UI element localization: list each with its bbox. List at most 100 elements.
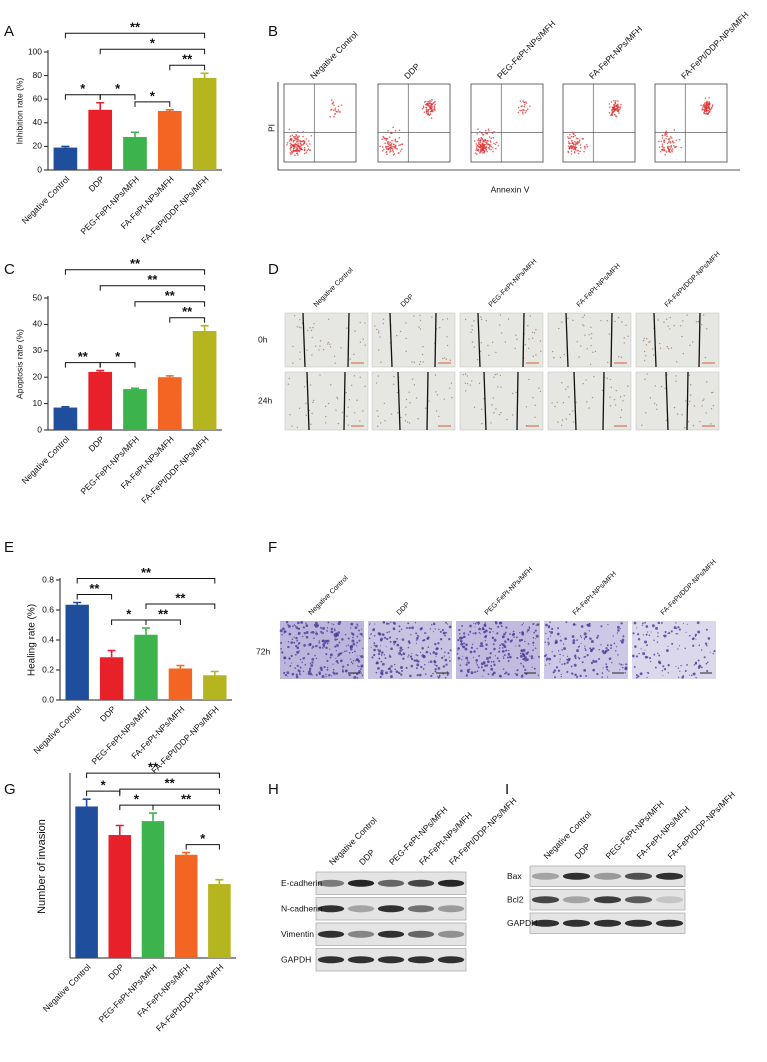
cell <box>524 640 526 643</box>
cell <box>478 382 481 385</box>
cell <box>352 636 354 639</box>
wound-edge <box>610 312 613 368</box>
event-dot <box>291 150 293 153</box>
cell <box>657 319 659 321</box>
event-dot <box>295 152 298 155</box>
event-dot <box>479 151 482 153</box>
cell <box>673 406 676 409</box>
cell <box>310 631 313 634</box>
cell <box>642 339 645 342</box>
cell <box>620 409 623 411</box>
cell <box>350 645 354 648</box>
cell <box>337 422 340 425</box>
cell <box>540 350 542 352</box>
cell <box>567 386 569 388</box>
significance-label: ** <box>165 776 176 791</box>
cell <box>576 341 578 343</box>
cell <box>476 358 479 361</box>
cell <box>660 385 663 388</box>
event-dot <box>386 147 388 150</box>
event-dot <box>383 138 385 140</box>
cell <box>419 651 422 654</box>
event-dot <box>392 126 394 129</box>
cell <box>619 669 621 671</box>
cell <box>314 654 316 657</box>
event-dot <box>665 133 668 136</box>
cell <box>535 634 539 638</box>
cell <box>337 653 341 657</box>
event-dot <box>434 103 436 106</box>
cell <box>436 675 439 677</box>
event-dot <box>330 108 333 111</box>
x-tick-label: PEG-FePt-NPs/MFH <box>89 704 152 767</box>
cell <box>292 345 294 348</box>
cell <box>327 343 329 345</box>
significance-bracket <box>86 772 220 779</box>
micrograph <box>284 312 369 368</box>
cell <box>420 626 423 630</box>
event-dot <box>658 146 661 149</box>
cell <box>318 640 321 642</box>
x-tick-label: Negative Control <box>20 434 72 486</box>
cell <box>625 324 627 327</box>
event-dot <box>703 110 706 113</box>
significance-label: ** <box>141 565 152 580</box>
protein-label: Bax <box>507 871 522 881</box>
cell <box>510 639 513 642</box>
cell <box>469 630 472 633</box>
cell <box>346 650 348 652</box>
cell <box>332 663 334 665</box>
wound-edge <box>653 312 657 368</box>
cell <box>627 385 629 387</box>
cell <box>307 329 309 332</box>
event-dot <box>477 141 480 144</box>
cell <box>436 647 439 650</box>
cell <box>393 643 395 646</box>
cell <box>465 674 468 677</box>
event-dot <box>487 147 490 149</box>
event-dot <box>662 147 665 149</box>
cell <box>605 650 608 653</box>
cell <box>329 656 332 659</box>
event-dot <box>428 113 430 116</box>
cell <box>574 673 577 677</box>
cell <box>556 401 559 403</box>
blot-band <box>624 919 653 927</box>
event-dot <box>479 130 481 133</box>
event-dot <box>610 101 613 103</box>
cell <box>560 676 562 678</box>
cell <box>553 671 556 673</box>
cell <box>360 672 362 675</box>
event-dot <box>529 105 531 107</box>
event-dot <box>573 150 576 153</box>
cell <box>292 625 294 628</box>
cell <box>494 655 496 657</box>
event-dot <box>429 107 432 110</box>
cell <box>513 636 515 638</box>
cell <box>347 424 349 426</box>
cell <box>491 636 495 639</box>
cell <box>284 630 287 633</box>
cell <box>514 672 517 675</box>
cell <box>309 384 312 386</box>
cell <box>548 630 551 633</box>
cell <box>335 660 339 663</box>
cell <box>299 673 302 676</box>
cell <box>389 675 393 679</box>
cell <box>400 653 403 656</box>
event-dot <box>618 112 620 114</box>
row-label: 0h <box>258 334 268 344</box>
cell <box>697 630 701 634</box>
event-dot <box>397 152 400 154</box>
event-dot <box>482 133 484 136</box>
cell <box>284 662 286 664</box>
event-dot <box>567 137 570 140</box>
event-dot <box>384 142 386 145</box>
cell <box>443 398 445 400</box>
cell <box>641 624 644 626</box>
cell <box>559 653 561 656</box>
cell <box>620 622 623 625</box>
cell <box>495 621 498 625</box>
cell <box>358 670 361 673</box>
cell <box>443 357 446 359</box>
